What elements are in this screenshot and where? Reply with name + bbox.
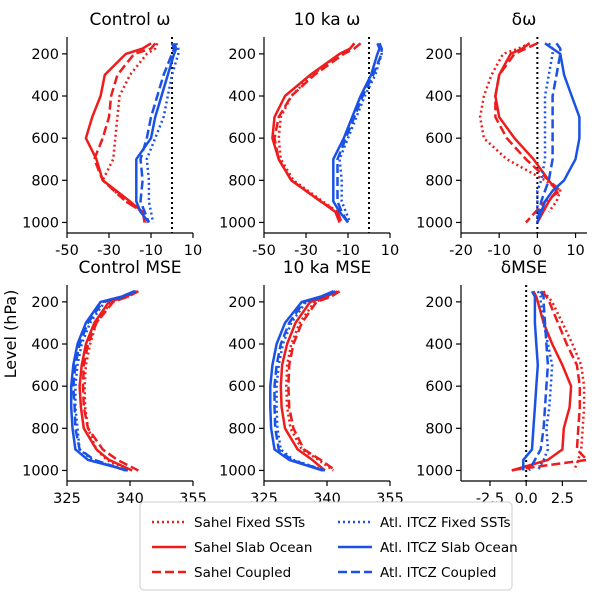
series-line-sahel-dashed xyxy=(81,290,139,472)
legend-label: Sahel Fixed SSTs xyxy=(194,515,305,531)
legend-frame xyxy=(139,501,513,591)
legend-label: Atl. ITCZ Slab Ocean xyxy=(380,540,518,556)
y-tick-label: 200 xyxy=(425,47,453,63)
legend-label: Atl. ITCZ Fixed SSTs xyxy=(380,515,511,531)
y-tick-label: 600 xyxy=(31,131,59,147)
series-line-sahel-solid xyxy=(271,42,356,223)
panel-title: 10 ka MSE xyxy=(283,258,372,278)
panel-2: -50 -30 -10 10 200 400 600 800 1000 10 ka ω xyxy=(219,10,399,259)
series-line-itcz-dotted xyxy=(536,290,554,472)
series-line-itcz-dashed xyxy=(336,42,383,224)
y-tick-label: 800 xyxy=(228,421,256,437)
x-tick-label: 2.5 xyxy=(551,491,574,507)
series-line-itcz-dashed xyxy=(536,42,562,223)
series-line-sahel-solid xyxy=(84,42,152,223)
panel-title: 10 ka ω xyxy=(294,10,361,30)
series-line-itcz-dashed xyxy=(273,290,336,472)
x-tick-label: -10 xyxy=(336,243,360,259)
x-tick-label: 10 xyxy=(381,243,399,259)
series-line-sahel-dashed xyxy=(93,42,157,223)
series-line-itcz-dashed xyxy=(72,290,137,472)
series-line-sahel-solid xyxy=(78,290,137,472)
y-tick-label: 1000 xyxy=(22,463,59,479)
y-tick-label: 400 xyxy=(31,89,59,105)
series-line-sahel-dashed xyxy=(494,42,562,224)
series-line-itcz-solid xyxy=(135,42,178,224)
x-tick-label: -50 xyxy=(55,243,79,259)
y-tick-label: 400 xyxy=(228,337,256,353)
y-tick-label: 600 xyxy=(228,379,256,395)
x-tick-label: -10 xyxy=(487,243,511,259)
series-line-sahel-solid xyxy=(511,290,573,472)
series-line-sahel-solid xyxy=(494,42,558,224)
legend: Sahel Fixed SSTs Atl. ITCZ Fixed SSTs Sahe… xyxy=(139,501,518,591)
x-tick-label: 0.0 xyxy=(515,491,538,507)
x-tick-label: 10 xyxy=(566,243,584,259)
legend-label: Sahel Slab Ocean xyxy=(194,540,312,556)
x-tick-label: 340 xyxy=(116,491,144,507)
x-tick-label: -30 xyxy=(97,243,121,259)
series-line-itcz-solid xyxy=(522,290,540,471)
series-line-sahel-dashed xyxy=(287,290,341,472)
panel-1: -50 -30 -10 10 200 400 600 800 1000 Control ω xyxy=(22,10,202,259)
y-tick-label: 800 xyxy=(31,421,59,437)
x-tick-label: 325 xyxy=(53,491,81,507)
y-tick-label: 600 xyxy=(425,379,453,395)
y-tick-label: 400 xyxy=(31,337,59,353)
x-tick-label: -20 xyxy=(449,243,473,259)
y-tick-label: 600 xyxy=(228,131,256,147)
y-tick-label: 1000 xyxy=(219,215,256,231)
series-line-itcz-dotted xyxy=(74,290,135,472)
series-line-sahel-dashed xyxy=(273,42,362,223)
panel-title: δMSE xyxy=(501,258,548,278)
series-line-itcz-dashed xyxy=(528,290,550,472)
series-line-itcz-dotted xyxy=(145,42,180,223)
series-line-itcz-solid xyxy=(332,42,381,224)
y-tick-label: 400 xyxy=(425,337,453,353)
y-tick-label: 200 xyxy=(31,47,59,63)
series-line-itcz-dotted xyxy=(338,42,383,223)
y-tick-label: 200 xyxy=(425,295,453,311)
y-tick-label: 1000 xyxy=(219,463,256,479)
series-line-itcz-solid xyxy=(536,42,581,223)
y-tick-label: 600 xyxy=(425,131,453,147)
y-tick-label: 600 xyxy=(31,379,59,395)
y-tick-label: 400 xyxy=(228,89,256,105)
legend-label: Sahel Coupled xyxy=(194,565,291,581)
x-tick-label: 10 xyxy=(184,243,202,259)
panel-title: δω xyxy=(512,10,537,30)
x-tick-label: -50 xyxy=(252,243,276,259)
legend-label: Atl. ITCZ Coupled xyxy=(380,565,496,581)
y-tick-label: 1000 xyxy=(416,215,453,231)
y-tick-label: 800 xyxy=(425,173,453,189)
y-tick-label: 200 xyxy=(228,47,256,63)
y-tick-label: 200 xyxy=(31,295,59,311)
y-axis-label: Level (hPa) xyxy=(1,290,20,379)
x-tick-label: -30 xyxy=(294,243,318,259)
series-line-itcz-dotted xyxy=(536,42,554,223)
series-line-sahel-solid xyxy=(279,290,337,472)
series-line-sahel-dotted xyxy=(478,42,562,213)
panel-title: Control ω xyxy=(89,10,170,30)
y-tick-label: 1000 xyxy=(22,215,59,231)
y-tick-label: 400 xyxy=(425,89,453,105)
x-tick-label: -10 xyxy=(139,243,163,259)
series-line-sahel-dashed xyxy=(508,290,587,472)
y-tick-label: 800 xyxy=(425,421,453,437)
panel-title: Control MSE xyxy=(78,258,181,278)
y-tick-label: 800 xyxy=(31,173,59,189)
panel-3: -20 -10 0 10 200 400 600 800 1000 δω xyxy=(416,10,587,259)
x-tick-label: 0 xyxy=(533,243,542,259)
y-tick-label: 1000 xyxy=(416,463,453,479)
y-tick-label: 800 xyxy=(228,173,256,189)
y-tick-label: 200 xyxy=(228,295,256,311)
